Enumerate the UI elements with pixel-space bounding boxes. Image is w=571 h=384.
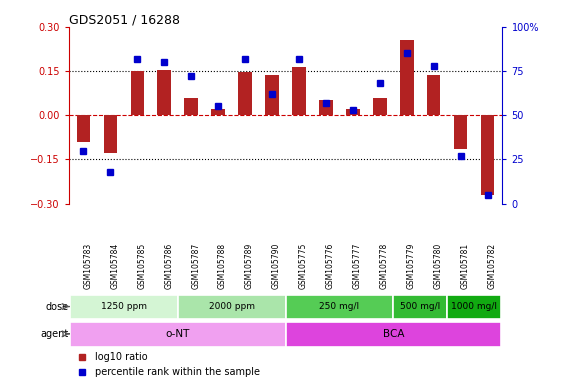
Text: GSM105786: GSM105786 [164, 243, 173, 289]
Text: 2000 ppm: 2000 ppm [208, 302, 255, 311]
Text: GSM105785: GSM105785 [137, 243, 146, 289]
Text: GSM105776: GSM105776 [326, 243, 335, 289]
Text: GDS2051 / 16288: GDS2051 / 16288 [69, 14, 179, 27]
Text: GSM105788: GSM105788 [218, 243, 227, 289]
Text: BCA: BCA [383, 329, 404, 339]
Text: log10 ratio: log10 ratio [95, 352, 147, 362]
Text: GSM105781: GSM105781 [461, 243, 470, 289]
Bar [447, 295, 501, 319]
Text: GSM105789: GSM105789 [245, 243, 254, 289]
Bar [454, 115, 468, 149]
Bar [103, 115, 117, 154]
Bar [373, 98, 387, 115]
Text: GSM105775: GSM105775 [299, 243, 308, 289]
Bar [346, 109, 360, 115]
Text: GSM105777: GSM105777 [353, 243, 362, 289]
Bar [481, 115, 494, 195]
Text: GSM105779: GSM105779 [407, 243, 416, 289]
Text: 1000 mg/l: 1000 mg/l [451, 302, 497, 311]
Bar [131, 71, 144, 115]
Text: GSM105778: GSM105778 [380, 243, 389, 289]
Bar [238, 72, 252, 115]
Text: GSM105787: GSM105787 [191, 243, 200, 289]
Bar [286, 322, 501, 347]
Bar [292, 67, 305, 115]
Bar [178, 295, 286, 319]
Text: GSM105783: GSM105783 [83, 243, 93, 289]
Bar [158, 70, 171, 115]
Text: GSM105782: GSM105782 [488, 243, 497, 289]
Text: o-NT: o-NT [166, 329, 190, 339]
Text: 250 mg/l: 250 mg/l [319, 302, 360, 311]
Text: agent: agent [41, 329, 69, 339]
Text: GSM105784: GSM105784 [110, 243, 119, 289]
Bar [70, 295, 178, 319]
Bar [427, 76, 440, 115]
Bar [393, 295, 447, 319]
Text: dose: dose [46, 301, 69, 311]
Bar [400, 40, 413, 115]
Bar [70, 322, 286, 347]
Text: GSM105790: GSM105790 [272, 243, 281, 289]
Bar [286, 295, 393, 319]
Bar [77, 115, 90, 142]
Text: GSM105780: GSM105780 [434, 243, 443, 289]
Bar [184, 98, 198, 115]
Bar [319, 101, 333, 115]
Bar [266, 76, 279, 115]
Text: percentile rank within the sample: percentile rank within the sample [95, 367, 260, 377]
Text: 500 mg/l: 500 mg/l [400, 302, 440, 311]
Text: 1250 ppm: 1250 ppm [100, 302, 147, 311]
Bar [211, 109, 225, 115]
